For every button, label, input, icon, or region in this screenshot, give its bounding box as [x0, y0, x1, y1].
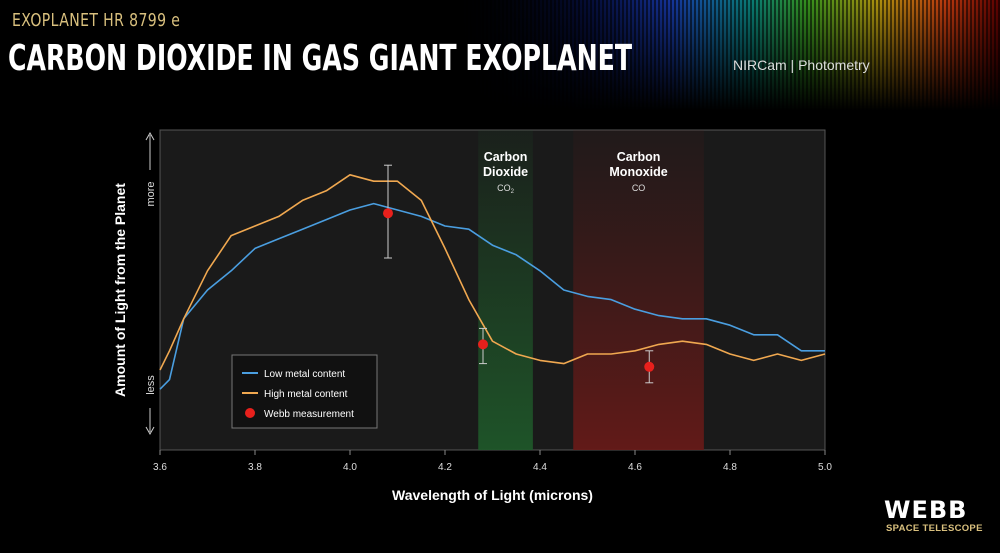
band-0: [478, 130, 533, 450]
x-tick-label: 3.6: [153, 462, 167, 473]
y-label-more: more: [145, 181, 157, 206]
band-label-line1: Carbon: [484, 150, 528, 164]
y-label-less: less: [145, 375, 157, 395]
x-tick-label: 4.6: [628, 462, 642, 473]
webb-logo: WEBB: [884, 496, 968, 524]
legend-label: Webb measurement: [264, 409, 354, 420]
arrow-up-icon: [145, 131, 155, 141]
subtitle: EXOPLANET HR 8799 e: [12, 10, 181, 31]
measurement-point-0: [383, 208, 393, 219]
page-title: CARBON DIOXIDE IN GAS GIANT EXOPLANET: [8, 38, 633, 79]
measurement-point-2: [644, 361, 655, 372]
instrument-label: NIRCam | Photometry: [733, 57, 870, 73]
legend-label: Low metal content: [264, 369, 345, 380]
band-formula: CO: [632, 183, 646, 193]
measurement-point-1: [478, 339, 488, 350]
spectrum-fade: [450, 0, 700, 110]
x-tick-label: 4.2: [438, 462, 452, 473]
series-line-0: [159, 202, 825, 390]
band-1: [573, 130, 704, 450]
band-label-line1: Carbon: [617, 150, 661, 164]
series-line-1: [159, 174, 826, 371]
webb-tagline: SPACE TELESCOPE: [886, 523, 983, 534]
y-axis-label: Amount of Light from the Planet: [112, 183, 128, 397]
x-tick-label: 4.4: [533, 462, 547, 473]
x-axis-label: Wavelength of Light (microns): [392, 487, 593, 503]
x-tick-label: 5.0: [818, 462, 832, 473]
x-tick-label: 4.0: [343, 462, 357, 473]
x-tick-label: 3.8: [248, 462, 262, 473]
legend: [231, 354, 378, 429]
band-formula: CO2: [497, 183, 515, 195]
legend-swatch-measurement: [245, 408, 255, 418]
band-label-line2: Monoxide: [609, 165, 667, 179]
arrow-down-icon: [145, 426, 155, 436]
band-label-line2: Dioxide: [483, 165, 528, 179]
x-tick-label: 4.8: [723, 462, 737, 473]
legend-label: High metal content: [264, 389, 348, 400]
